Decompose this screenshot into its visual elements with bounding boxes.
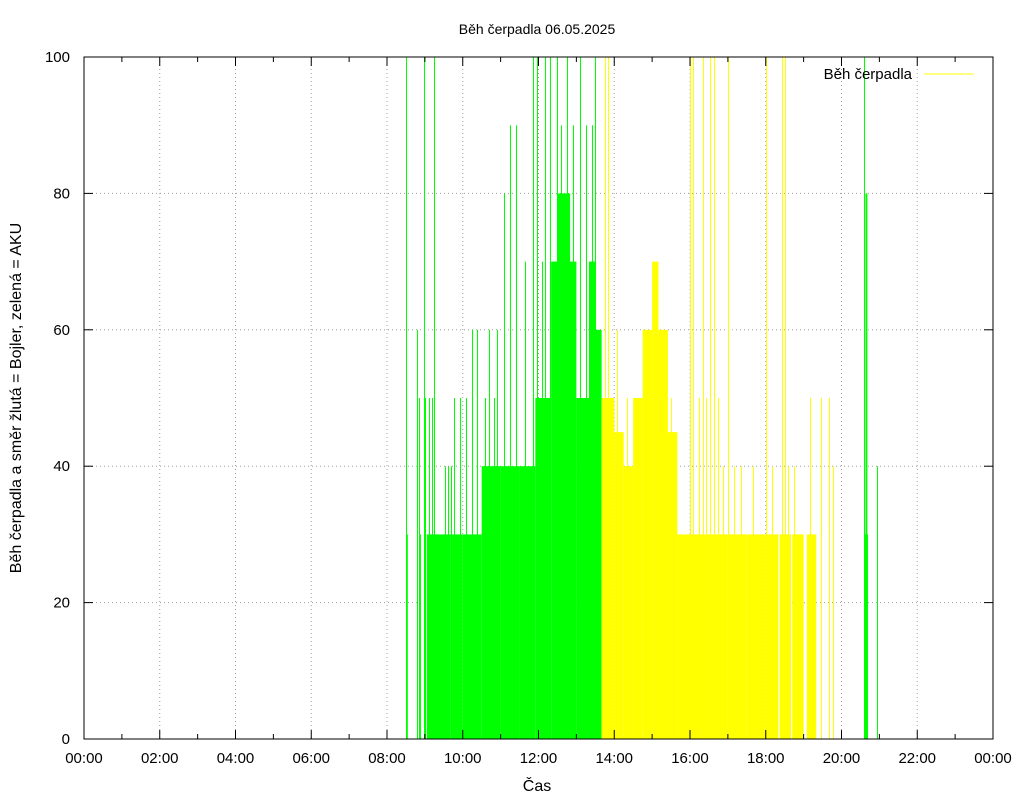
y-tick-label: 20: [53, 595, 70, 612]
y-tick-labels: 0 20 40 60 80 100: [45, 49, 70, 748]
pump-run-bar: [450, 534, 463, 739]
x-axis-label: Čas: [523, 776, 551, 795]
x-tick-labels: 00:00 02:00 04:00 06:00 08:00 10:00 12:00 14:00…: [65, 750, 1012, 767]
x-tick-label: 20:00: [823, 750, 861, 767]
x-tick-label: 10:00: [444, 750, 482, 767]
y-axis-label: Běh čerpadla a směr žlutá = Bojler, zele…: [8, 223, 25, 573]
pump-run-bar: [806, 534, 817, 739]
y-tick-label: 60: [53, 322, 70, 339]
pump-run-bar: [727, 534, 747, 739]
pump-run-bar: [623, 466, 634, 739]
x-tick-label: 22:00: [898, 750, 936, 767]
pump-run-bar: [642, 329, 653, 739]
x-tick-label: 14:00: [595, 750, 633, 767]
pump-run-bar: [633, 398, 643, 739]
x-tick-label: 00:00: [974, 750, 1012, 767]
pump-run-bar: [535, 398, 552, 739]
x-tick-label: 02:00: [141, 750, 179, 767]
pump-run-bar: [576, 398, 589, 739]
pump-run-bar: [481, 466, 501, 739]
x-tick-label: 00:00: [65, 750, 103, 767]
pump-run-bar: [746, 534, 766, 739]
y-tick-label: 40: [53, 458, 70, 475]
x-tick-label: 16:00: [671, 750, 709, 767]
pump-run-bar: [519, 466, 536, 739]
series-bojler: [601, 57, 834, 739]
axis-ticks: [83, 56, 994, 740]
x-tick-label: 18:00: [747, 750, 785, 767]
chart-title: Běh čerpadla 06.05.2025: [459, 21, 616, 37]
pump-run-bar: [595, 329, 602, 739]
x-tick-label: 12:00: [520, 750, 558, 767]
pump-run-bar: [677, 534, 690, 739]
y-tick-label: 0: [62, 731, 70, 748]
legend-label: Běh čerpadla: [824, 66, 913, 83]
pump-run-bar: [652, 261, 659, 739]
pump-run-bar: [406, 534, 408, 739]
x-tick-label: 04:00: [217, 750, 255, 767]
pump-run-bar: [865, 193, 868, 739]
pump-run-bar: [601, 398, 615, 739]
x-tick-label: 06:00: [292, 750, 330, 767]
legend: Běh čerpadla: [824, 66, 974, 83]
pump-run-bar: [563, 261, 577, 739]
y-tick-label: 100: [45, 49, 70, 66]
y-tick-label: 80: [53, 185, 70, 202]
x-tick-label: 08:00: [368, 750, 406, 767]
pump-run-bar: [792, 534, 804, 739]
pump-run-bar: [437, 534, 451, 739]
pump-run-bar: [667, 432, 678, 739]
pump-run-bar: [614, 432, 624, 739]
series-aku: [406, 57, 878, 739]
pump-run-bar: [658, 329, 668, 739]
